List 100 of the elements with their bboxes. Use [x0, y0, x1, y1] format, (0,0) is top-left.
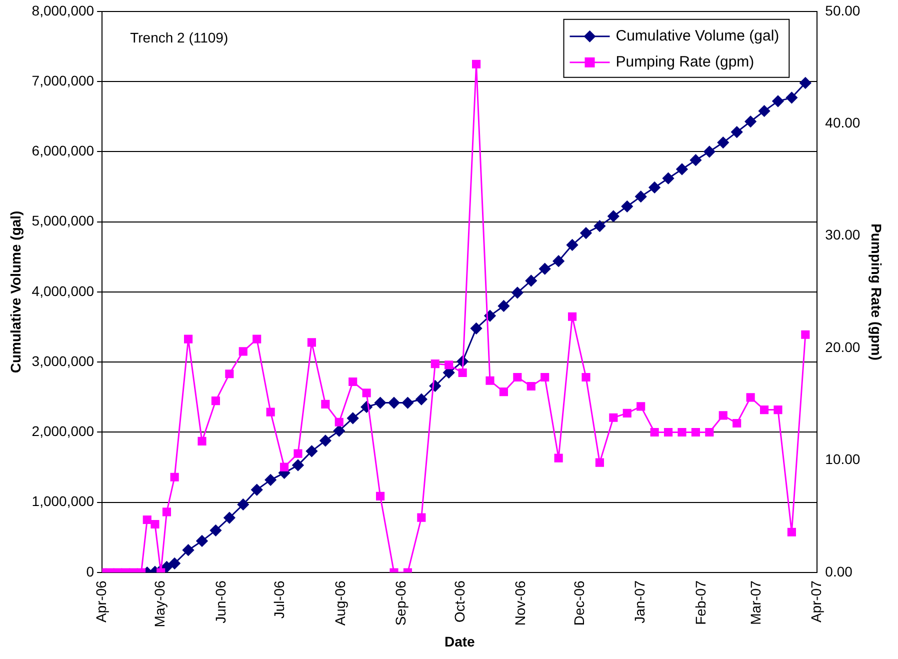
point: [225, 370, 234, 378]
point: [787, 528, 796, 536]
point: [374, 397, 386, 409]
point: [566, 239, 578, 251]
point: [594, 220, 606, 232]
point: [664, 428, 673, 437]
point: [772, 95, 784, 107]
point: [294, 449, 302, 458]
point: [513, 372, 522, 382]
point: [718, 411, 728, 420]
x-tick-label: Jan-07: [632, 580, 648, 624]
point: [760, 406, 769, 414]
point: [526, 382, 536, 391]
point: [210, 524, 222, 536]
point: [595, 458, 604, 467]
point: [498, 300, 510, 312]
x-tick-label: Apr-06: [92, 580, 109, 623]
y2-tick-label: 20.00: [825, 338, 860, 355]
y-tick-label: 4,000,000: [32, 282, 94, 299]
point: [320, 434, 332, 446]
point: [142, 515, 152, 524]
point: [198, 436, 206, 446]
point: [732, 418, 742, 428]
point: [376, 492, 385, 500]
point: [690, 154, 702, 166]
y2-tick-label: 10.00: [825, 451, 860, 468]
y-tick-label: 1,000,000: [32, 493, 94, 510]
y-tick-label: 6,000,000: [32, 142, 94, 159]
point: [348, 377, 358, 386]
point: [662, 172, 674, 184]
point: [182, 544, 194, 556]
point: [499, 388, 508, 396]
point: [416, 394, 428, 406]
point: [292, 459, 304, 471]
point: [678, 428, 686, 437]
point: [552, 255, 564, 267]
point: [224, 512, 236, 524]
y-tick-label: 8,000,000: [32, 2, 94, 18]
point: [388, 397, 400, 409]
x-tick-label: Oct-06: [451, 580, 468, 623]
annotation: Trench 2 (1109): [130, 29, 228, 46]
point: [162, 508, 172, 516]
point: [280, 462, 289, 472]
y2-tick-label: 40.00: [825, 114, 860, 130]
point: [251, 484, 263, 496]
point: [430, 359, 440, 368]
x-tick-label: Apr-07: [808, 580, 824, 623]
point: [333, 425, 345, 437]
point: [237, 498, 249, 510]
point: [540, 372, 550, 382]
y-tick-label: 3,000,000: [32, 352, 94, 369]
point: [731, 126, 743, 138]
point: [512, 286, 524, 298]
point: [554, 454, 563, 462]
point: [635, 190, 647, 202]
point: [582, 372, 590, 382]
x-tick-label: Aug-06: [332, 580, 348, 626]
point: [621, 200, 633, 212]
point: [525, 274, 537, 286]
point: [744, 116, 756, 128]
point: [266, 408, 275, 416]
y2-tick-label: 0.00: [825, 563, 853, 580]
point: [347, 412, 359, 424]
y-tick-label: 2,000,000: [32, 423, 94, 440]
y-tick-label: 7,000,000: [32, 72, 94, 88]
legend-label: Cumulative Volume (gal): [616, 28, 780, 45]
point: [150, 520, 160, 529]
point: [636, 402, 646, 411]
x-tick-label: Feb-07: [692, 580, 708, 625]
point: [800, 77, 812, 89]
point: [691, 428, 700, 437]
point: [307, 338, 316, 347]
point: [402, 397, 414, 409]
point: [458, 368, 467, 378]
x-tick-label: Mar-07: [747, 580, 764, 625]
x-tick-label: Nov-06: [512, 580, 528, 626]
point: [211, 396, 220, 406]
x-tick-label: Dec-06: [570, 580, 587, 626]
point: [648, 182, 660, 194]
legend-label: Pumping Rate (gpm): [616, 54, 754, 71]
point: [539, 263, 551, 275]
x-tick-label: Sep-06: [392, 580, 409, 626]
point: [717, 136, 729, 148]
point: [417, 513, 426, 522]
point: [252, 334, 262, 344]
point: [196, 535, 208, 547]
y-axis-title: Cumulative Volume (gal): [7, 210, 24, 374]
point: [470, 322, 482, 334]
point: [444, 360, 454, 370]
y2-tick-label: 50.00: [825, 2, 860, 18]
point: [704, 146, 716, 158]
point: [184, 334, 193, 344]
y-tick-label: 5,000,000: [32, 212, 94, 229]
point: [306, 445, 318, 457]
point: [580, 227, 592, 239]
point: [568, 312, 577, 321]
y-tick-label: 0: [86, 563, 94, 580]
y2-axis-title: Pumping Rate (gpm): [868, 224, 885, 360]
point: [321, 400, 330, 408]
point: [676, 163, 688, 175]
